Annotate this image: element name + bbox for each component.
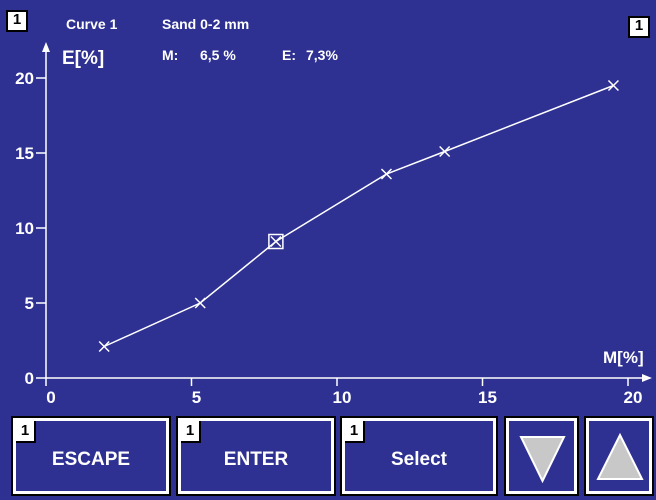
- e-value: 7,3%: [306, 47, 338, 63]
- select-button[interactable]: 1 Select: [340, 416, 498, 496]
- x-tick-label: 20: [624, 388, 643, 407]
- scroll-down-button-face: [509, 421, 574, 491]
- screen-number-left: 1: [6, 10, 28, 32]
- y-axis-arrow: [42, 42, 50, 52]
- marker-stroke: [270, 235, 282, 248]
- triangle-up-icon: [596, 432, 644, 480]
- m-label: M:: [162, 47, 179, 63]
- ticks: 00 5 5 10 10 15 15 20 20: [15, 69, 642, 407]
- enter-button-face: 1 ENTER: [181, 421, 331, 491]
- x-tick-label: 10: [333, 388, 352, 407]
- escape-button-face: 1 ESCAPE: [16, 421, 166, 491]
- material-label: Sand 0-2 mm: [162, 16, 250, 32]
- select-button-face: 1 Select: [345, 421, 493, 491]
- x-tick-label: 5: [192, 388, 201, 407]
- marker-stroke: [380, 168, 393, 180]
- data-point: [98, 340, 110, 353]
- plot-area: 00 5 5 10 10 15 15 20 20 E[%] M[%]: [0, 0, 656, 410]
- marker-stroke: [194, 297, 206, 309]
- x-tick-label: 15: [478, 388, 497, 407]
- screen-number-right: 1: [628, 16, 650, 38]
- select-button-number: 1: [345, 421, 365, 443]
- escape-button-label: ESCAPE: [51, 449, 131, 470]
- series-line: [103, 84, 614, 348]
- enter-button-label: ENTER: [223, 449, 289, 470]
- triangle-down-icon: [519, 436, 566, 484]
- x-axis-arrow: [642, 374, 652, 382]
- scroll-up-button[interactable]: [584, 416, 654, 496]
- data-point: [380, 168, 393, 180]
- escape-button-number: 1: [16, 421, 36, 443]
- y-axis-label: E[%]: [62, 48, 104, 69]
- e-label: E:: [282, 47, 296, 63]
- data-point: [439, 145, 451, 158]
- scroll-up-button-face: [589, 421, 649, 491]
- axes: [42, 42, 652, 382]
- marker-stroke: [607, 79, 619, 92]
- selection-box: [268, 233, 284, 250]
- marker-stroke: [439, 145, 451, 158]
- selected-data-point: [268, 233, 284, 250]
- enter-button[interactable]: 1 ENTER: [176, 416, 336, 496]
- escape-button[interactable]: 1 ESCAPE: [11, 416, 171, 496]
- y-tick-label: 20: [15, 69, 34, 88]
- enter-button-number: 1: [181, 421, 201, 443]
- select-button-label: Select: [391, 449, 447, 470]
- x-axis-label: M[%]: [603, 348, 644, 367]
- y-tick-label: 15: [15, 144, 34, 163]
- m-value: 6,5 %: [200, 47, 236, 63]
- data-point: [194, 297, 206, 309]
- y-tick-label: 0: [25, 369, 34, 388]
- x-tick-label: 0: [46, 388, 55, 407]
- y-tick-label: 5: [25, 294, 34, 313]
- series-curve: [98, 79, 619, 353]
- marker-stroke: [98, 340, 110, 353]
- curve-label: Curve 1: [66, 16, 118, 32]
- scroll-down-button[interactable]: [504, 416, 579, 496]
- y-tick-label: 10: [15, 219, 34, 238]
- data-point: [607, 79, 619, 92]
